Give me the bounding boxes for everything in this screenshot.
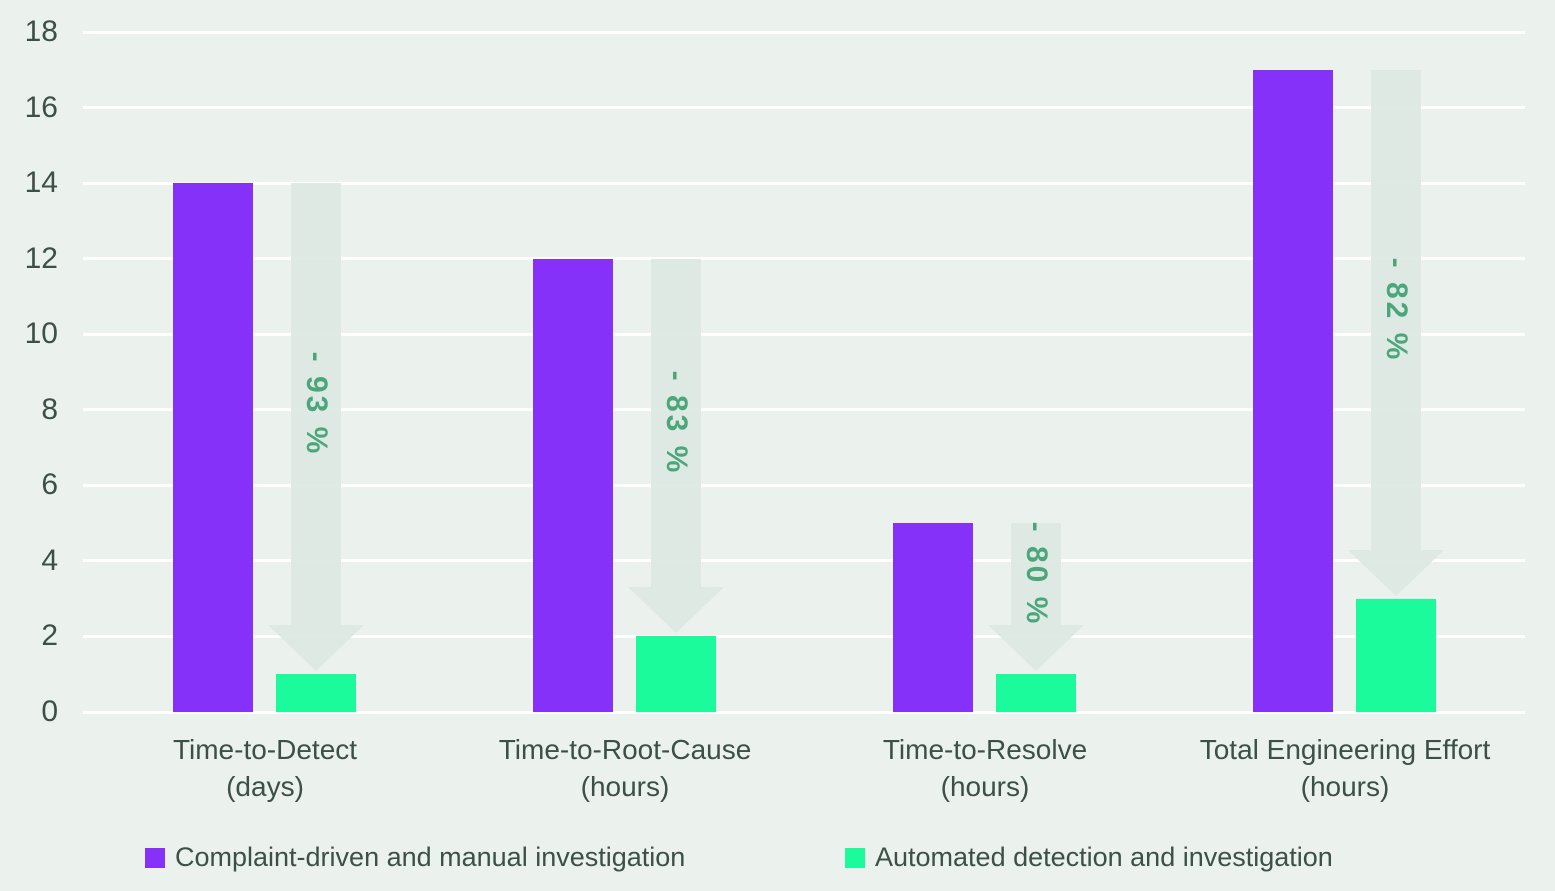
bar-automated bbox=[1356, 598, 1436, 712]
reduction-annotation: - 83 % bbox=[660, 370, 693, 476]
x-axis-category-label-line2: (hours) bbox=[940, 771, 1030, 802]
x-axis-category-label: Total Engineering Effort (hours) bbox=[1145, 731, 1545, 805]
reduction-arrow-shaft bbox=[1371, 69, 1421, 551]
y-axis-tick-label: 14 bbox=[24, 166, 58, 200]
reduction-arrow-head-icon bbox=[988, 625, 1084, 672]
x-axis-category-label-line2: (days) bbox=[226, 771, 304, 802]
x-axis-category-label: Time-to-Detect (days) bbox=[65, 731, 465, 805]
reduction-arrow-shaft bbox=[291, 183, 341, 627]
reduction-arrow-shaft bbox=[1011, 523, 1061, 627]
gridline bbox=[83, 634, 1525, 638]
gridline bbox=[83, 559, 1525, 563]
reduction-annotation: - 82 % bbox=[1380, 257, 1413, 363]
gridline bbox=[83, 106, 1525, 110]
x-axis-category-label-line1: Time-to-Resolve bbox=[882, 734, 1088, 765]
x-axis-category-label-line1: Time-to-Root-Cause bbox=[498, 734, 752, 765]
x-axis-category-label: Time-to-Root-Cause (hours) bbox=[425, 731, 825, 805]
y-axis-tick-label: 12 bbox=[24, 241, 58, 275]
reduction-arrow-shaft bbox=[651, 258, 701, 589]
reduction-arrow-head-icon bbox=[268, 625, 364, 672]
reduction-arrow-head-icon bbox=[1348, 549, 1444, 596]
reduction-annotation: - 80 % bbox=[1020, 521, 1053, 627]
x-axis-category-label-line2: (hours) bbox=[1300, 771, 1390, 802]
x-axis-category-label: Time-to-Resolve (hours) bbox=[785, 731, 1185, 805]
bar-manual bbox=[173, 183, 253, 712]
y-axis-tick-label: 6 bbox=[41, 468, 58, 502]
bar-manual bbox=[1253, 69, 1333, 712]
gridline bbox=[83, 332, 1525, 336]
gridline bbox=[83, 408, 1525, 412]
bar-automated bbox=[996, 674, 1076, 712]
y-axis-tick-label: 2 bbox=[41, 619, 58, 653]
gridline bbox=[83, 30, 1525, 34]
y-axis-tick-label: 10 bbox=[24, 317, 58, 351]
bar-manual bbox=[533, 258, 613, 712]
y-axis-tick-label: 16 bbox=[24, 90, 58, 124]
y-axis-tick-label: 18 bbox=[24, 15, 58, 48]
bar-automated bbox=[276, 674, 356, 712]
gridline bbox=[83, 181, 1525, 185]
x-axis-category-label-line1: Total Engineering Effort bbox=[1199, 734, 1491, 765]
gridline bbox=[83, 483, 1525, 487]
reduction-arrow-head-icon bbox=[628, 587, 724, 634]
gridline bbox=[83, 257, 1525, 261]
reduction-annotation: - 93 % bbox=[300, 351, 333, 457]
x-axis-category-label-line2: (hours) bbox=[580, 771, 670, 802]
y-axis-tick-label: 8 bbox=[41, 392, 58, 426]
y-axis-tick-label: 0 bbox=[41, 695, 58, 728]
bar-manual bbox=[893, 523, 973, 712]
bar-automated bbox=[636, 636, 716, 712]
y-axis-tick-label: 4 bbox=[41, 543, 58, 577]
x-axis-category-label-line1: Time-to-Detect bbox=[172, 734, 358, 765]
gridline bbox=[83, 710, 1525, 714]
